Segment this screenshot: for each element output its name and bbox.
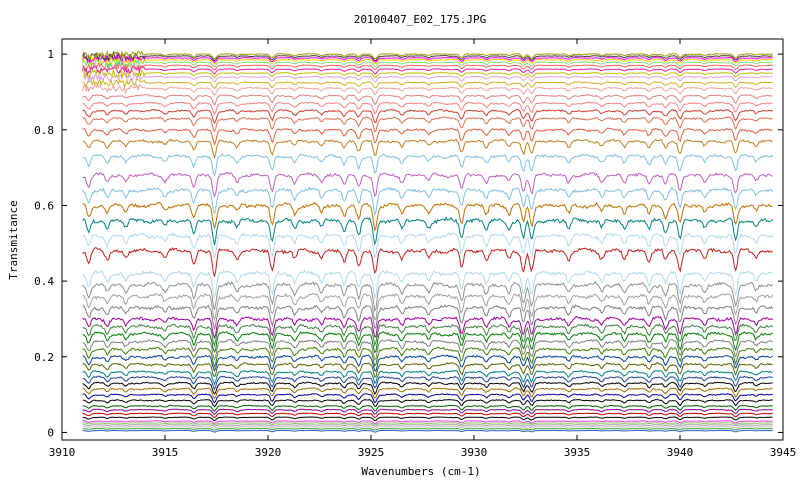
spectrum-series [82,127,773,146]
spectrum-series [82,68,773,79]
spectrum-series [82,369,773,386]
spectrum-series [82,331,773,354]
spectrum-series [82,108,773,125]
spectrum-series [82,362,773,378]
x-tick-label: 3930 [461,446,488,459]
spectrum-series [82,50,773,60]
spectrum-series [82,50,773,62]
y-tick-label: 1 [47,48,54,61]
spectrum-series [82,416,773,422]
spectrum-series [82,216,774,246]
y-tick-label: 0.8 [34,124,54,137]
spectrum-series [82,77,773,90]
spectrum-series [82,316,774,340]
series-layer [82,50,774,433]
spectrum-series [82,404,773,413]
spectrum-series [82,393,773,404]
spectrum-series [82,408,773,416]
x-tick-label: 3935 [564,446,591,459]
spectrum-series [82,52,773,64]
spectrum-series [82,293,774,322]
spectrum-series [82,186,774,216]
spectrum-series [82,57,773,69]
spectrum-series [82,381,773,395]
spectrum-series [82,138,773,160]
spectrum-series [82,64,773,76]
spectrum-series [82,323,774,348]
spectrum-series [82,101,773,116]
spectrum-series [82,201,773,232]
x-tick-label: 3940 [667,446,694,459]
spectrum-series [82,424,773,427]
y-tick-label: 0.6 [34,199,54,212]
spectrum-series [82,269,774,300]
spectrum-series [82,354,773,372]
spectrum-series [82,54,773,67]
y-tick-label: 0.2 [34,351,54,364]
y-axis-label: Transmitance [7,200,20,279]
plot-frame [61,38,784,441]
spectrum-series [82,412,773,419]
x-tick-label: 3920 [255,446,282,459]
spectrum-series [82,116,773,133]
spectrum-series [82,304,774,331]
spectrum-series [82,153,774,177]
spectrum-series [82,94,773,106]
spectrum-series [82,426,773,429]
x-axis: 3910 3915 3920 3925 3930 3935 3940 3945 [49,39,797,459]
spectrum-series [82,398,773,408]
x-tick-label: 3925 [358,446,385,459]
chart-title: 20100407_E02_175.JPG [354,13,486,26]
x-tick-label: 3945 [770,446,797,459]
spectrum-series [82,338,773,361]
x-tick-label: 3910 [49,446,76,459]
spectrum-series [82,427,773,431]
x-axis-label: Wavenumbers (cm-1) [361,465,480,478]
spectrum-series [82,232,774,259]
spectrum-series [82,375,773,391]
spectrum-series [82,420,773,425]
spectrum-series [82,82,773,96]
spectrum-series [82,281,774,312]
x-tick-label: 3915 [152,446,179,459]
y-tick-label: 0.4 [34,275,54,288]
spectrum-series [82,72,773,83]
y-tick-label: 0 [47,426,54,439]
spectrum-series [82,61,773,72]
spectrum-series [82,346,774,368]
y-axis: 0 0.2 0.4 0.6 0.8 1 [34,48,783,439]
spectrum-series [82,429,773,433]
spectrum-series [82,171,773,198]
spectrum-series [82,387,773,400]
spectrum-series [82,422,773,426]
spectrum-series [82,247,773,277]
